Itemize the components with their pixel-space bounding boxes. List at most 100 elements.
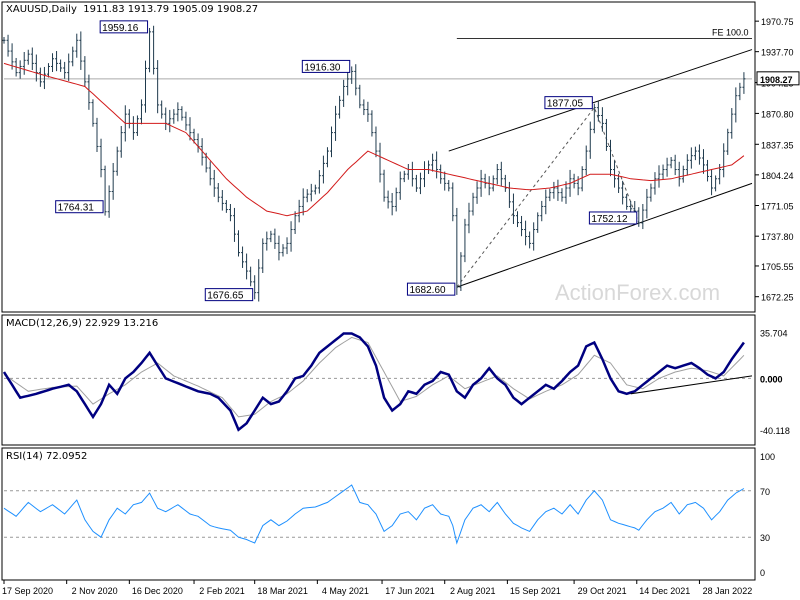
ohlc-bar — [111, 162, 115, 200]
macd-zero-value-label: 0.000 — [760, 374, 783, 384]
ohlc-bar — [95, 117, 99, 152]
ohlc-bar — [18, 60, 22, 79]
macd-panel-frame — [1, 314, 756, 446]
ohlc-bar — [548, 188, 552, 202]
ohlc-bar — [67, 53, 71, 81]
ohlc-bar — [38, 67, 42, 87]
projection-dashed-line — [456, 106, 640, 288]
price-y-tick-label: 1837.35 — [761, 140, 794, 150]
moving-average-line — [3, 62, 745, 217]
ohlc-bar — [232, 207, 236, 242]
ohlc-bar — [220, 190, 224, 211]
ohlc-bar — [253, 275, 257, 300]
rsi-layer — [3, 484, 752, 545]
ohlc-bar — [653, 172, 657, 195]
ohlc-bar — [115, 146, 119, 176]
ohlc-bar — [540, 200, 544, 222]
price-y-tick-label: 1870.80 — [761, 109, 794, 119]
ohlc-bar — [281, 244, 285, 257]
ohlc-bar — [164, 107, 168, 131]
ohlc-bar — [584, 145, 588, 176]
ohlc-bar — [710, 169, 714, 196]
ohlc-bar — [91, 99, 95, 127]
ohlc-bar — [475, 181, 479, 204]
ohlc-bar — [71, 46, 75, 67]
price-annotation-box — [204, 288, 254, 302]
ohlc-bar — [459, 252, 463, 292]
price-y-tick-label: 1672.25 — [761, 293, 794, 303]
price-annotation: 1682.60 — [406, 282, 456, 296]
ohlc-bar — [75, 33, 79, 58]
x-tick-label: 16 Dec 2020 — [132, 586, 183, 596]
ohlc-bar — [613, 160, 617, 188]
ohlc-bar — [556, 179, 560, 201]
ohlc-bar — [726, 128, 730, 155]
ohlc-bar — [722, 143, 726, 178]
ohlc-bar — [285, 237, 289, 255]
rsi-panel-frame — [1, 447, 756, 581]
ohlc-bar — [693, 146, 697, 161]
ohlc-bar — [277, 235, 281, 261]
ohlc-bar — [471, 192, 475, 216]
ohlc-bar — [661, 164, 665, 180]
ohlc-bar — [354, 64, 358, 96]
rsi-y-tick-label: 100 — [760, 452, 775, 462]
ohlc-bar — [34, 54, 38, 82]
ohlc-bar — [2, 36, 6, 44]
ohlc-bar — [144, 60, 148, 113]
ohlc-bar — [245, 253, 249, 280]
rsi-header: RSI(14) 72.0952 — [6, 451, 88, 462]
ohlc-bar — [107, 185, 111, 218]
ohlc-bar — [293, 211, 297, 234]
ohlc-bar — [156, 60, 160, 114]
price-annotation-label: 1682.60 — [409, 285, 446, 296]
price-y-tick-label: 1970.75 — [761, 17, 794, 27]
ohlc-bar — [552, 181, 556, 199]
macd-y-tick-label: 35.704 — [760, 329, 788, 339]
ohlc-bar — [431, 153, 435, 172]
ohlc-bar — [370, 110, 374, 137]
ohlc-bar — [681, 165, 685, 183]
watermark: ActionForex.com — [555, 280, 720, 305]
price-panel-frame — [1, 1, 756, 313]
ohlc-bar — [390, 192, 394, 216]
ohlc-bar — [645, 188, 649, 219]
macd-y-tick-label: -40.118 — [760, 426, 790, 436]
ohlc-bar — [536, 212, 540, 233]
ohlc-bar — [463, 218, 467, 263]
price-y-tick-label: 1705.55 — [761, 262, 794, 272]
x-tick-label: 18 Mar 2021 — [257, 586, 308, 596]
ohlc-bar — [55, 51, 59, 72]
ohlc-bar — [491, 175, 495, 192]
ohlc-bar — [325, 147, 329, 168]
ohlc-bar — [87, 74, 91, 110]
ohlc-bar — [79, 31, 83, 70]
ohlc-bar — [507, 181, 511, 208]
ohlc-bar — [83, 56, 87, 87]
price-annotation: 1877.05 — [544, 96, 593, 110]
ohlc-bar — [378, 142, 382, 183]
ohlc-bar — [342, 79, 346, 107]
x-tick-label: 28 Jan 2022 — [703, 586, 753, 596]
ohlc-bar — [499, 161, 503, 187]
ohlc-bar — [249, 266, 253, 287]
ohlc-bar — [42, 66, 46, 90]
ohlc-bar — [564, 181, 568, 204]
ohlc-bar — [422, 161, 426, 188]
x-tick-label: 2 Feb 2021 — [199, 586, 245, 596]
ohlc-bar — [406, 164, 410, 180]
ohlc-bar — [625, 193, 629, 210]
ohlc-bar — [544, 189, 548, 215]
ohlc-bar — [334, 105, 338, 141]
ohlc-bar — [382, 169, 386, 202]
ohlc-bar — [418, 172, 422, 195]
ohlc-bar — [738, 82, 742, 101]
ohlc-bar — [503, 174, 507, 192]
macd-trendline — [630, 375, 753, 395]
price-annotation-box — [99, 20, 149, 34]
ohlc-bar — [180, 106, 184, 121]
ohlc-bar — [119, 125, 123, 158]
ohlc-bar — [241, 246, 245, 268]
